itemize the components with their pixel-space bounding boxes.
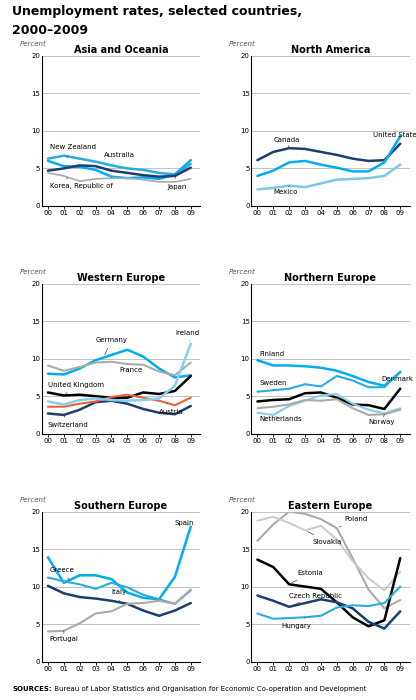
Text: United Kingdom: United Kingdom bbox=[48, 382, 104, 393]
Text: Hungary: Hungary bbox=[281, 617, 311, 629]
Text: SOURCES:: SOURCES: bbox=[12, 685, 52, 692]
Text: Japan: Japan bbox=[167, 176, 186, 190]
Text: Percent: Percent bbox=[229, 496, 255, 503]
Text: Norway: Norway bbox=[369, 414, 395, 426]
Text: Percent: Percent bbox=[20, 496, 46, 503]
Text: Sweden: Sweden bbox=[259, 381, 287, 390]
Text: United States: United States bbox=[373, 132, 416, 138]
Text: Austria: Austria bbox=[159, 403, 184, 415]
Text: Finland: Finland bbox=[258, 351, 284, 360]
Text: Spain: Spain bbox=[175, 520, 194, 526]
Text: Percent: Percent bbox=[229, 269, 255, 275]
Title: Northern Europe: Northern Europe bbox=[285, 273, 376, 283]
Text: Switzerland: Switzerland bbox=[48, 415, 89, 428]
Title: Western Europe: Western Europe bbox=[77, 273, 165, 283]
Text: Mexico: Mexico bbox=[273, 186, 298, 195]
Text: Estonia: Estonia bbox=[292, 570, 323, 583]
Text: Korea, Republic of: Korea, Republic of bbox=[50, 178, 112, 188]
Text: Bureau of Labor Statistics and Organisation for Economic Co-operation and Develo: Bureau of Labor Statistics and Organisat… bbox=[52, 685, 366, 692]
Text: Canada: Canada bbox=[273, 137, 300, 148]
Text: Poland: Poland bbox=[339, 516, 368, 527]
Text: Percent: Percent bbox=[20, 41, 46, 47]
Text: Australia: Australia bbox=[104, 152, 134, 163]
Text: Portugal: Portugal bbox=[50, 631, 78, 642]
Title: Southern Europe: Southern Europe bbox=[74, 500, 168, 511]
Text: Unemployment rates, selected countries,: Unemployment rates, selected countries, bbox=[12, 5, 302, 18]
Text: France: France bbox=[119, 364, 143, 373]
Text: Ireland: Ireland bbox=[175, 330, 199, 341]
Title: Asia and Oceania: Asia and Oceania bbox=[74, 46, 168, 55]
Text: Percent: Percent bbox=[229, 41, 255, 47]
Text: Netherlands: Netherlands bbox=[259, 416, 302, 422]
Text: Germany: Germany bbox=[96, 337, 128, 355]
Text: Italy: Italy bbox=[111, 589, 126, 601]
Title: Eastern Europe: Eastern Europe bbox=[288, 500, 373, 511]
Text: New Zealand: New Zealand bbox=[50, 144, 96, 158]
Text: 2000–2009: 2000–2009 bbox=[12, 25, 89, 38]
Text: Slovakia: Slovakia bbox=[307, 531, 342, 545]
Title: North America: North America bbox=[291, 46, 370, 55]
Text: Czech Republic: Czech Republic bbox=[289, 593, 342, 606]
Text: Greece: Greece bbox=[50, 567, 74, 580]
Text: Percent: Percent bbox=[20, 269, 46, 275]
Text: Denmark: Denmark bbox=[381, 376, 413, 389]
